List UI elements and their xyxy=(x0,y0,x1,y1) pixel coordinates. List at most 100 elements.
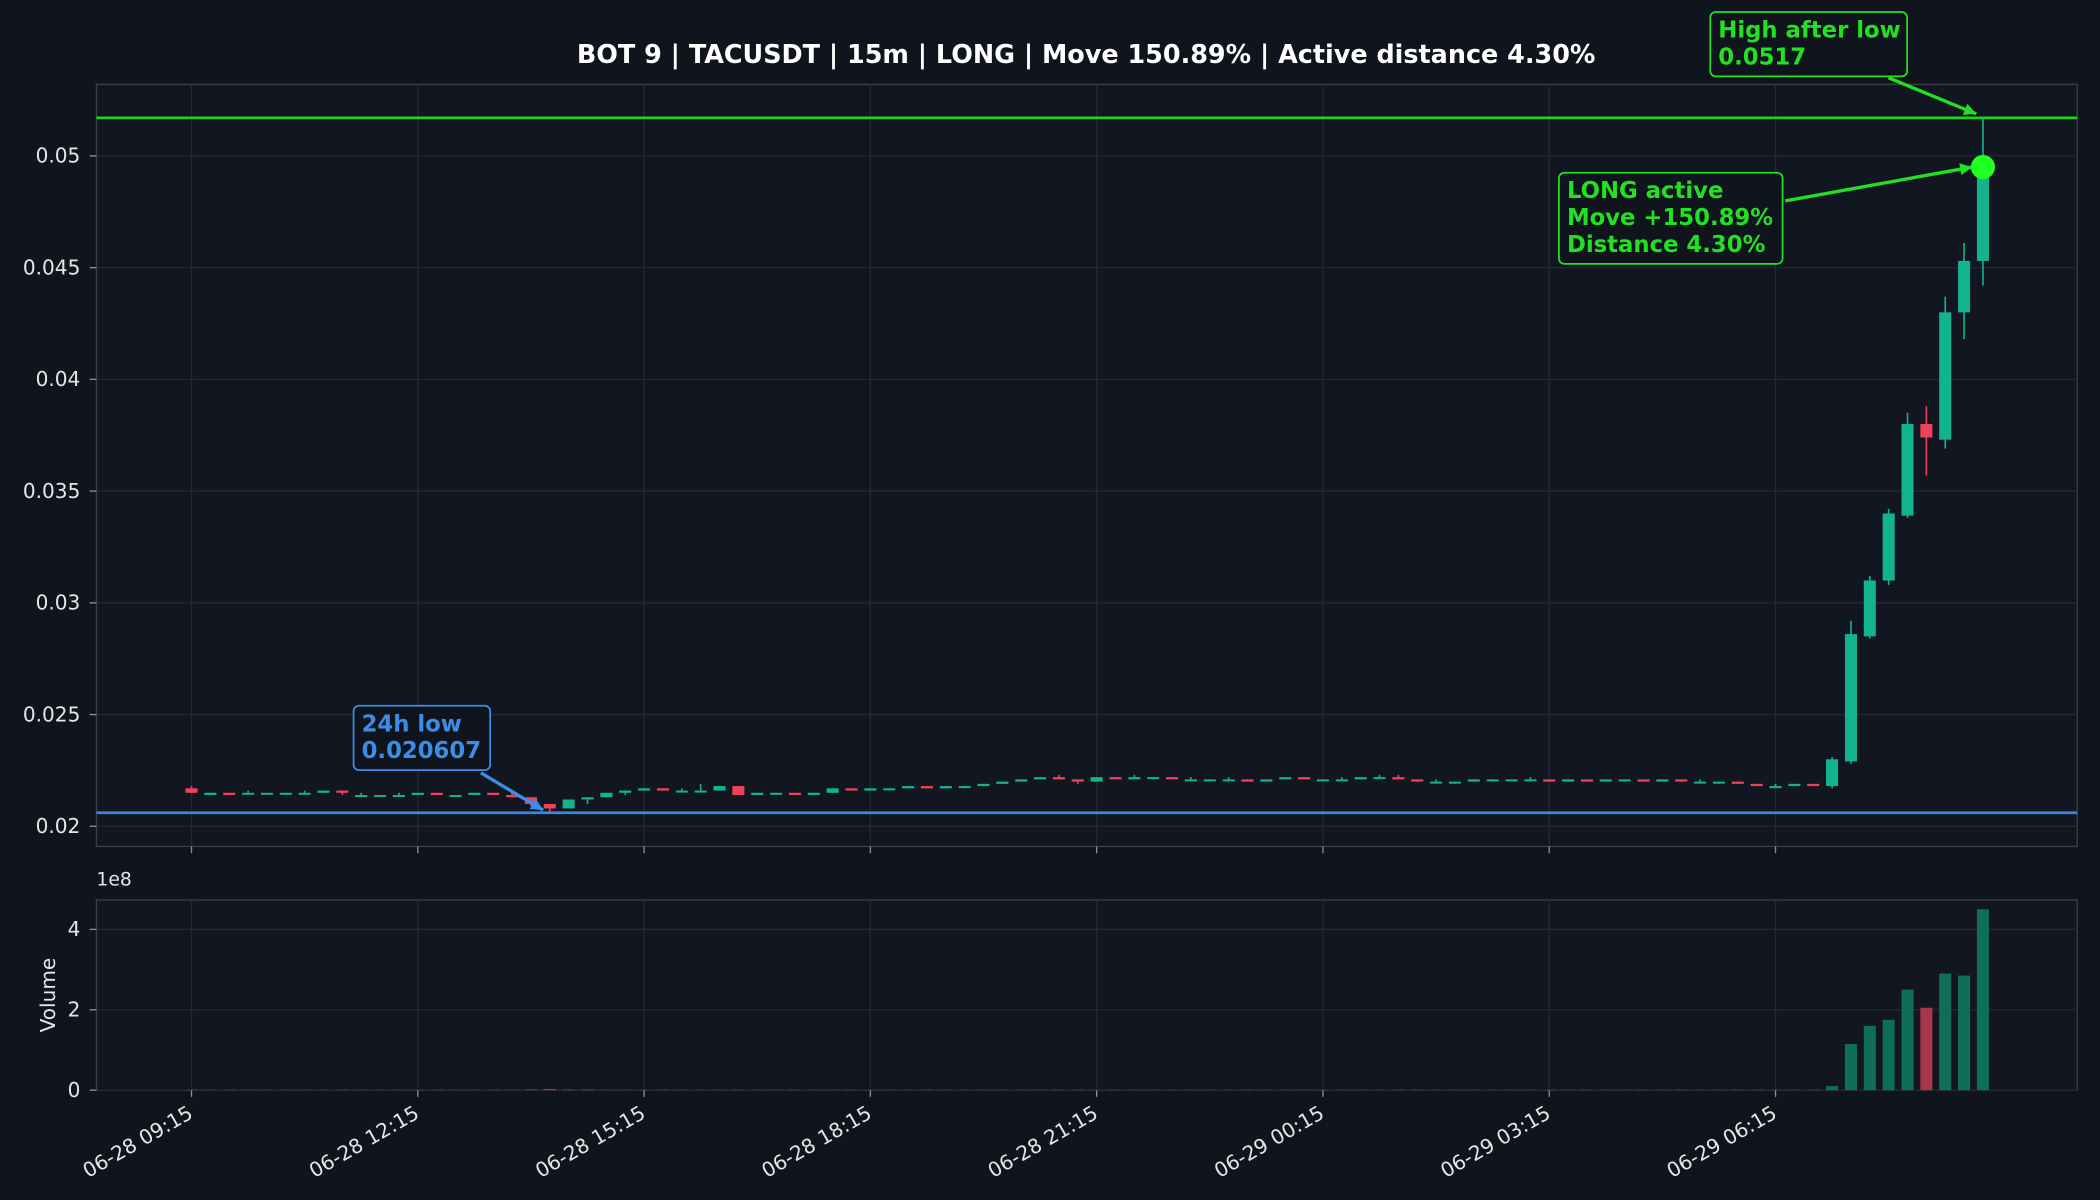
candle-body xyxy=(1562,779,1575,782)
candle-body xyxy=(1109,777,1122,780)
candle-body xyxy=(1184,779,1197,782)
candle-body xyxy=(883,788,896,791)
candle-body xyxy=(751,792,764,796)
annotation-box xyxy=(352,704,492,771)
annotation-text: Distance 4.30% xyxy=(1567,232,1766,258)
candle-body xyxy=(770,792,783,795)
arrow-head xyxy=(529,798,544,811)
candle-body xyxy=(1939,312,1952,440)
volume-bar xyxy=(1901,989,1914,1091)
candle-body xyxy=(204,792,217,796)
annotation-box xyxy=(1558,171,1784,265)
candle-body xyxy=(845,788,858,791)
candle-body xyxy=(826,788,839,793)
candle-body xyxy=(260,792,273,795)
candle-body xyxy=(223,792,236,796)
candle-body xyxy=(713,786,726,791)
candle-body xyxy=(1222,779,1235,782)
candle-body xyxy=(1354,777,1367,780)
candle-body xyxy=(1505,779,1518,782)
candle-body xyxy=(864,788,877,791)
candle-body xyxy=(392,795,405,798)
candle-body xyxy=(1675,779,1688,782)
candle-body xyxy=(1090,777,1103,782)
annotation-text: High after low xyxy=(1718,18,1900,44)
candle-body xyxy=(506,795,519,798)
candle-body xyxy=(958,786,971,789)
y-tick-label: 0.045 xyxy=(23,255,80,279)
candle-body xyxy=(939,786,952,789)
candle-body xyxy=(468,792,481,796)
candle-body xyxy=(1920,424,1933,438)
volume-bar xyxy=(1939,973,1952,1091)
candle-body xyxy=(1448,781,1461,784)
candle-body xyxy=(1071,779,1084,782)
arrow-head xyxy=(1962,103,1977,115)
candle-body xyxy=(1298,777,1311,780)
candle-body xyxy=(562,799,575,809)
y-tick-label: 4 xyxy=(68,917,81,941)
candle-body xyxy=(1486,779,1499,782)
candle-body xyxy=(1316,779,1329,782)
annotation-text: LONG active xyxy=(1567,178,1723,204)
candle-body xyxy=(694,790,707,793)
candle-body xyxy=(1241,779,1254,782)
candle-body xyxy=(1128,777,1141,780)
candle-body xyxy=(1524,779,1537,782)
candle-body xyxy=(185,788,198,793)
y-tick-label: 0.035 xyxy=(23,479,80,503)
y-axis-label: Volume xyxy=(36,958,60,1033)
candle-body xyxy=(732,786,745,796)
candle-body xyxy=(1260,779,1273,782)
annotation-text: 0.0517 xyxy=(1718,44,1806,70)
annotation-text: 0.020607 xyxy=(362,738,481,764)
candle-body xyxy=(600,792,613,798)
candle-body xyxy=(1373,777,1386,780)
candle-body xyxy=(543,803,556,809)
candle-body xyxy=(807,792,820,796)
candle-body xyxy=(1543,779,1556,782)
candle-body xyxy=(1901,424,1914,516)
y-tick-label: 2 xyxy=(68,997,81,1021)
candle-body xyxy=(977,783,990,787)
candle-body xyxy=(1411,779,1424,782)
candle-body xyxy=(1788,783,1801,787)
annotation-arrow xyxy=(1887,76,1977,116)
volume-bar xyxy=(1882,1019,1895,1091)
candle-body xyxy=(1052,777,1065,780)
candle-body xyxy=(1203,779,1216,782)
volume-bar xyxy=(1958,975,1971,1091)
candle-body xyxy=(675,790,688,793)
candle-body xyxy=(1769,786,1782,789)
candle-body xyxy=(336,790,349,793)
annotation-arrow xyxy=(1784,165,1973,203)
candle-body xyxy=(1618,779,1631,782)
candle-body xyxy=(619,790,632,793)
candle-body xyxy=(1147,777,1160,780)
candle-body xyxy=(1637,779,1650,782)
candle-body xyxy=(1712,781,1725,784)
volume-bar xyxy=(543,1088,556,1091)
annotation-text: Move +150.89% xyxy=(1567,205,1773,231)
candle-body xyxy=(317,790,330,793)
volume-panel xyxy=(95,899,2078,1091)
y-tick-label: 0.02 xyxy=(36,814,81,838)
candle-body xyxy=(996,781,1009,784)
volume-bar xyxy=(562,1089,575,1091)
annotation-arrow xyxy=(479,771,544,812)
candle-body xyxy=(1826,759,1839,787)
candle-body xyxy=(1976,167,1989,261)
candle-body xyxy=(1335,779,1348,782)
candle-body xyxy=(411,792,424,796)
volume-bar xyxy=(1844,1043,1857,1091)
candle-body xyxy=(279,792,292,795)
y-tick-label: 0.05 xyxy=(36,144,81,168)
volume-bar xyxy=(524,1089,537,1091)
annotation-box xyxy=(1709,11,1909,78)
candle-body xyxy=(298,792,311,795)
candle-body xyxy=(1580,779,1593,782)
candle-body xyxy=(1015,779,1028,782)
candle-body xyxy=(1599,779,1612,782)
candle-body xyxy=(1750,783,1763,787)
y-tick-label: 0.04 xyxy=(36,367,81,391)
